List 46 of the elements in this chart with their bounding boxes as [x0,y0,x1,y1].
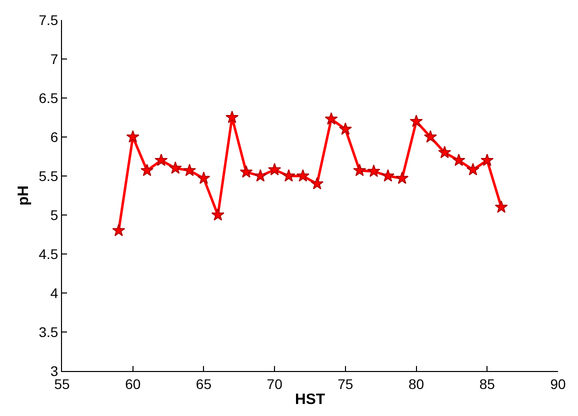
point [324,112,338,125]
point [183,164,196,176]
x-tick-label: 60 [125,376,141,392]
y-tick-label: 6 [50,128,58,145]
point [424,130,437,143]
y-tick-label: 6.5 [38,90,58,106]
y-tick-label: 3.5 [38,324,58,340]
point [466,162,480,176]
point [254,169,267,182]
point [226,110,239,124]
point [494,200,508,213]
point [438,146,452,158]
point [367,164,380,177]
point [240,165,253,178]
x-tick-label: 75 [338,376,354,392]
point [338,122,352,135]
point [112,224,126,236]
y-tick-label: 7 [50,50,58,67]
point [140,164,154,176]
x-tick-label: 85 [479,376,496,392]
y-tick-label: 7.5 [38,12,58,28]
point [480,154,494,166]
y-tick-label: 4.5 [38,246,58,262]
point [452,154,466,166]
point [168,161,182,174]
point [126,130,140,143]
y-tick-label: 5 [50,206,58,223]
x-tick-label: 70 [266,376,283,392]
x-tick-label: 80 [408,376,424,392]
point [381,169,394,182]
x-axis-title: HST [295,390,325,408]
x-tick-label: 90 [550,376,566,392]
point [197,172,210,184]
point [296,169,310,182]
y-tick-label: 4 [50,284,58,301]
point [410,114,423,127]
point [211,208,224,221]
point [282,169,296,182]
point [396,172,409,184]
point [154,154,168,166]
point [353,164,366,176]
point [310,177,324,190]
y-tick-label: 5.5 [38,168,58,184]
x-tick-label: 65 [196,376,212,392]
y-axis-title: pH [14,186,32,206]
point [268,162,282,176]
